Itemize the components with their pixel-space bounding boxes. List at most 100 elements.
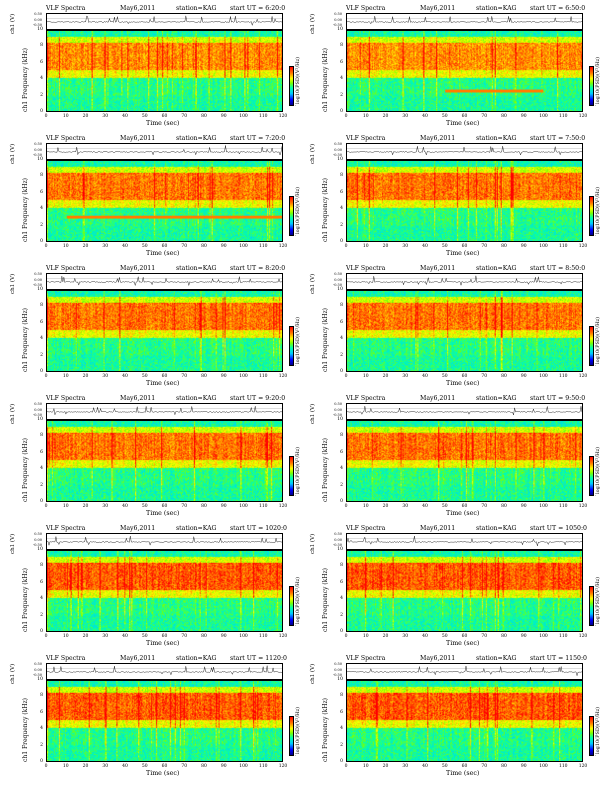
spectrogram: [46, 550, 283, 632]
x-tick-label: 40: [122, 114, 128, 119]
x-tick-label: 10: [62, 114, 69, 119]
x-tick-label: 0: [44, 244, 48, 249]
y-tick-label: 4: [340, 76, 343, 82]
x-tick-label: 30: [402, 244, 409, 249]
x-tick-label: 80: [201, 374, 207, 379]
x-tick-label: 10: [362, 504, 369, 509]
y-axis-label: ch1 Frequency (kHz): [22, 697, 29, 762]
channel-label: ch1 (V): [310, 13, 316, 34]
x-tick-label: 40: [122, 764, 128, 769]
x-tick-label: 0: [344, 244, 348, 249]
y-tick-label: 2: [40, 742, 43, 748]
x-tick-label: 120: [278, 764, 288, 769]
x-tick-label: 20: [382, 114, 389, 119]
header-date: May6,2011: [120, 135, 156, 142]
x-tick-label: 100: [239, 374, 248, 379]
y-tick-label: 4: [340, 466, 343, 472]
y-tick-label: 6: [340, 579, 343, 585]
ts-tick-label: -0.50: [33, 543, 42, 547]
x-tick-label: 110: [558, 374, 568, 379]
x-tick-label: 60: [161, 244, 168, 249]
x-tick-label: 20: [82, 244, 89, 249]
colorbar: [289, 196, 294, 236]
x-tick-label: 80: [501, 504, 507, 509]
header-date: May6,2011: [420, 265, 456, 272]
voltage-trace: [346, 663, 583, 680]
spectrogram-panel: VLF Spectra May6,2011 station=KAG start UT …: [8, 134, 303, 259]
x-axis-label: Time (sec): [146, 640, 180, 647]
colorbar-tick: -: [595, 624, 597, 628]
spectrogram-panel: VLF Spectra May6,2011 station=KAG start UT …: [308, 394, 603, 519]
x-tick-label: 20: [82, 374, 89, 379]
x-tick-label: 80: [501, 634, 507, 639]
ts-tick-label: -0.50: [333, 283, 342, 287]
x-tick-label: 30: [102, 764, 109, 769]
x-tick-label: 90: [520, 764, 527, 769]
x-tick-label: 90: [220, 114, 227, 119]
spectrogram-panel: VLF Spectra May6,2011 station=KAG start UT …: [308, 524, 603, 649]
header-title: VLF Spectra: [346, 135, 386, 142]
x-tick-label: 50: [441, 114, 448, 119]
ts-trace-line: [47, 535, 282, 546]
spectrogram-panel: VLF Spectra May6,2011 station=KAG start UT …: [8, 264, 303, 389]
voltage-trace: [46, 273, 283, 290]
x-tick-label: 10: [62, 504, 69, 509]
x-tick-label: 30: [402, 764, 409, 769]
y-tick-label: 0: [40, 369, 43, 374]
colorbar: [589, 326, 594, 366]
header-start-ut: start UT = 8:20:0: [230, 265, 286, 272]
x-tick-label: 70: [481, 504, 488, 509]
x-tick-label: 10: [362, 244, 369, 249]
header-station: station=KAG: [476, 5, 517, 12]
x-tick-label: 20: [382, 244, 389, 249]
colorbar-tick: -: [295, 584, 297, 588]
spectrogram-canvas: [347, 31, 582, 111]
x-tick-label: 120: [278, 374, 288, 379]
y-tick-label: 10: [37, 157, 43, 162]
y-tick-label: 2: [340, 222, 343, 228]
y-axis-label: ch1 Frequency (kHz): [322, 567, 329, 632]
x-axis-label: Time (sec): [146, 250, 180, 257]
x-tick-label: 120: [278, 634, 288, 639]
y-tick-label: 0: [40, 759, 43, 764]
spectrogram-panel: VLF Spectra May6,2011 station=KAG start UT …: [8, 524, 303, 649]
ts-tick-label: 0.00: [334, 147, 342, 152]
channel-label: ch1 (V): [310, 533, 316, 554]
x-tick-label: 10: [362, 374, 369, 379]
y-tick-label: 8: [340, 693, 343, 699]
x-tick-label: 50: [441, 244, 448, 249]
y-tick-label: 6: [340, 189, 343, 195]
x-tick-label: 40: [422, 764, 428, 769]
ts-trace-line: [47, 406, 282, 416]
x-tick-label: 120: [278, 114, 288, 119]
x-tick-label: 40: [422, 504, 428, 509]
x-tick-label: 110: [558, 764, 568, 769]
x-tick-label: 0: [44, 374, 48, 379]
colorbar-tick: -: [295, 324, 297, 328]
header-station: station=KAG: [176, 395, 217, 402]
header-title: VLF Spectra: [46, 395, 86, 402]
ts-tick-label: -0.50: [33, 673, 42, 677]
ts-tick-label: 0.50: [34, 532, 42, 536]
x-tick-label: 60: [161, 374, 168, 379]
x-tick-label: 110: [258, 374, 268, 379]
spectrogram: [46, 290, 283, 372]
colorbar-tick: -: [595, 324, 597, 328]
x-axis-label: Time (sec): [446, 120, 480, 127]
header-title: VLF Spectra: [346, 525, 386, 532]
spectrogram-canvas: [47, 31, 282, 111]
x-tick-label: 40: [122, 504, 128, 509]
header-station: station=KAG: [176, 655, 217, 662]
spectrogram-panel: VLF Spectra May6,2011 station=KAG start UT …: [8, 654, 303, 779]
y-tick-label: 4: [340, 336, 343, 342]
x-tick-label: 120: [278, 504, 288, 509]
x-tick-label: 60: [461, 244, 468, 249]
header-date: May6,2011: [420, 655, 456, 662]
y-tick-label: 4: [40, 726, 43, 732]
x-tick-label: 60: [161, 504, 168, 509]
y-tick-label: 6: [40, 709, 43, 715]
voltage-trace: [346, 533, 583, 550]
y-tick-label: 8: [40, 173, 43, 179]
y-tick-label: 2: [40, 352, 43, 358]
x-tick-label: 70: [481, 244, 488, 249]
